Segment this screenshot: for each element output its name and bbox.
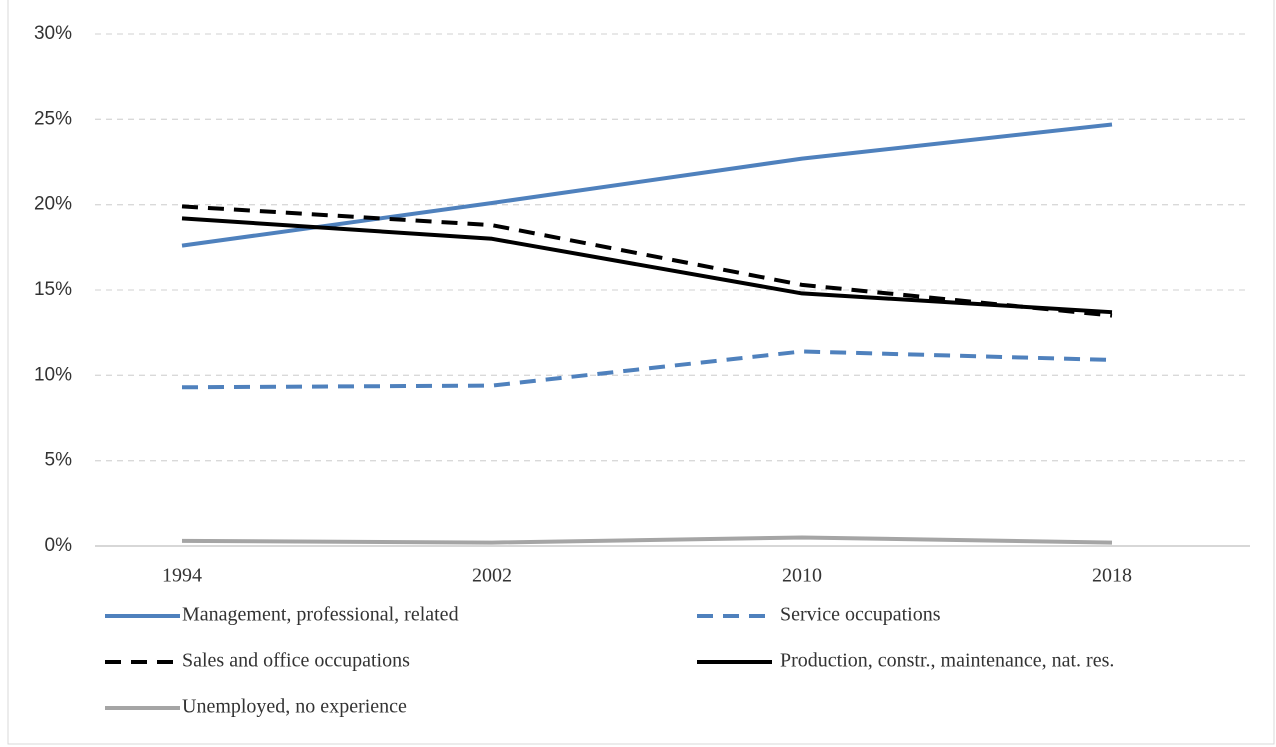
- x-tick-label: 1994: [162, 565, 202, 587]
- series-line: [181, 535, 1113, 545]
- legend-label: Sales and office occupations: [182, 650, 410, 672]
- y-tick-label: 5%: [45, 450, 73, 471]
- series-line: [181, 204, 1113, 318]
- legend-label: Production, constr., maintenance, nat. r…: [780, 650, 1114, 672]
- y-tick-label: 10%: [34, 364, 72, 385]
- chart-frame: [7, 0, 1275, 745]
- x-tick-label: 2002: [472, 565, 512, 587]
- x-tick-label: 2010: [782, 565, 822, 587]
- legend-label: Management, professional, related: [182, 604, 459, 626]
- legend-label: Service occupations: [780, 604, 941, 626]
- legend-label: Unemployed, no experience: [182, 696, 407, 718]
- y-tick-label: 30%: [34, 23, 72, 44]
- y-tick-label: 0%: [45, 535, 73, 556]
- series-line: [181, 216, 1113, 315]
- y-tick-label: 25%: [34, 108, 72, 129]
- series-line: [181, 349, 1113, 390]
- series-line: [181, 122, 1113, 248]
- x-tick-label: 2018: [1092, 565, 1132, 587]
- y-tick-label: 20%: [34, 194, 72, 215]
- y-tick-label: 15%: [34, 279, 72, 300]
